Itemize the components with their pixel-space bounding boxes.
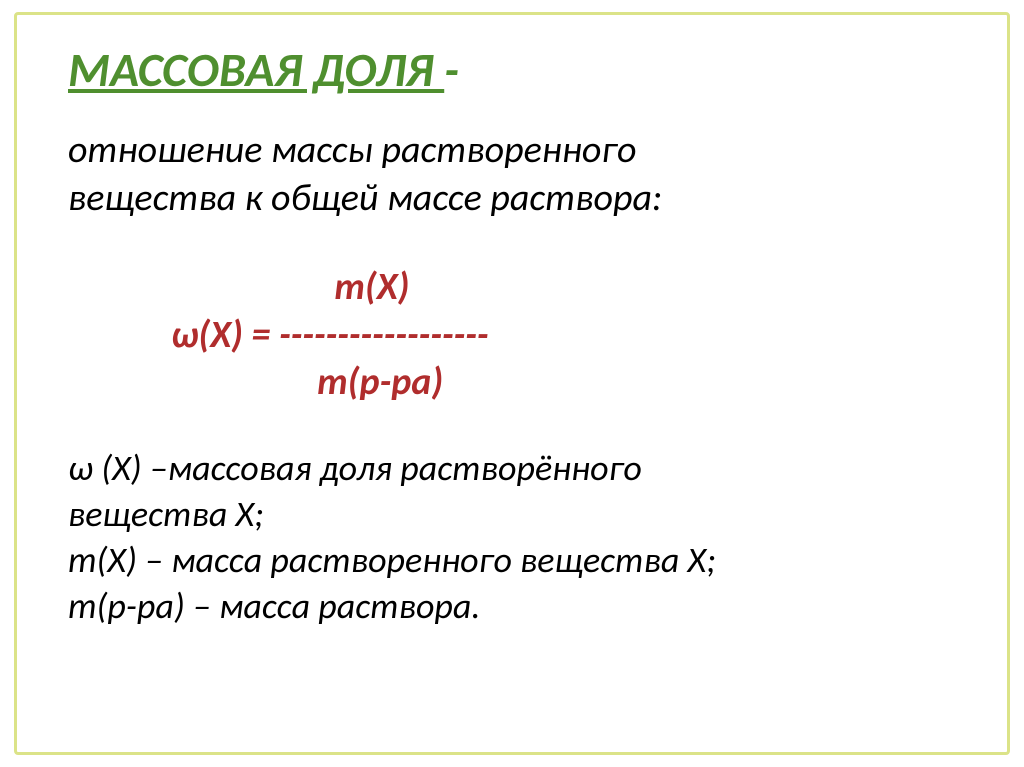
legend-line-2: вещества X; (68, 491, 974, 537)
formula-block: m(X) ω(X) = ------------------ m(р-ра) (68, 264, 974, 407)
legend-line-1: ω (X) –массовая доля растворённого (68, 445, 974, 491)
legend-block: ω (X) –массовая доля растворённого вещес… (68, 445, 974, 629)
definition-line-2: вещества к общей массе раствора: (68, 175, 974, 223)
legend-line-3: m(X) – масса растворенного вещества X; (68, 537, 974, 583)
legend-line-4: m(р-ра) – масса раствора. (68, 583, 974, 629)
definition-block: отношение массы растворенного вещества к… (68, 127, 974, 222)
title-text: МАССОВАЯ ДОЛЯ (68, 40, 444, 99)
definition-line-1: отношение массы растворенного (68, 127, 974, 175)
formula-equation: ω(X) = ------------------ (68, 312, 974, 360)
slide-title: МАССОВАЯ ДОЛЯ - (68, 40, 974, 99)
title-hyphen: - (444, 40, 459, 99)
formula-denominator: m(р-ра) (68, 359, 974, 407)
slide: МАССОВАЯ ДОЛЯ - отношение массы растворе… (0, 0, 1024, 767)
formula-numerator: m(X) (68, 264, 974, 312)
